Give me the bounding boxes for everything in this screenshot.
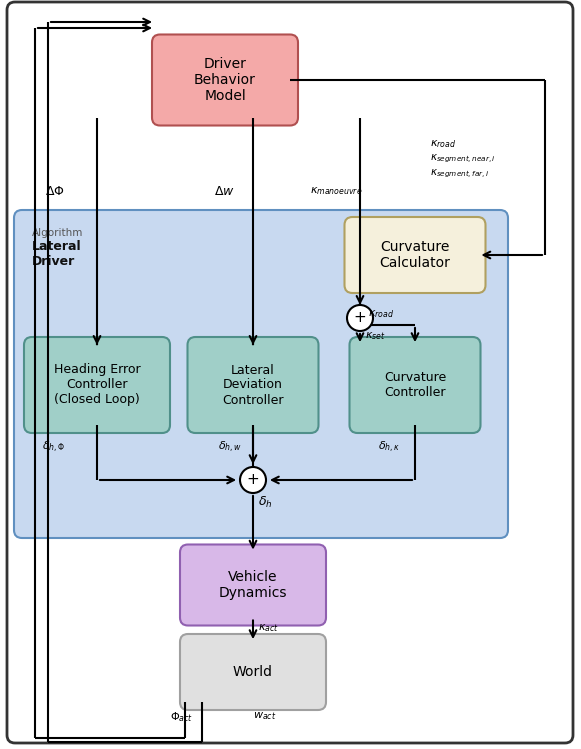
Text: $\kappa_{set}$: $\kappa_{set}$ [365, 330, 386, 342]
Text: $\kappa_{segment,near,i}$: $\kappa_{segment,near,i}$ [430, 153, 496, 166]
Text: Algorithm: Algorithm [32, 228, 84, 238]
Text: $\kappa_{segment,far,i}$: $\kappa_{segment,far,i}$ [430, 168, 489, 181]
Text: Curvature
Controller: Curvature Controller [384, 371, 446, 399]
Circle shape [347, 305, 373, 331]
Circle shape [240, 467, 266, 493]
Text: Curvature
Calculator: Curvature Calculator [379, 240, 450, 270]
Text: $\delta_h$: $\delta_h$ [258, 495, 272, 510]
Text: $\delta_{h,\kappa}$: $\delta_{h,\kappa}$ [378, 440, 400, 455]
FancyBboxPatch shape [180, 634, 326, 710]
Text: $\Delta w$: $\Delta w$ [214, 185, 235, 198]
Text: World: World [233, 665, 273, 679]
FancyBboxPatch shape [14, 210, 508, 538]
FancyBboxPatch shape [24, 337, 170, 433]
Text: $\delta_{h,\Phi}$: $\delta_{h,\Phi}$ [42, 440, 65, 455]
Text: $\kappa_{manoeuvre}$: $\kappa_{manoeuvre}$ [310, 185, 363, 197]
Text: Heading Error
Controller
(Closed Loop): Heading Error Controller (Closed Loop) [53, 363, 141, 407]
FancyBboxPatch shape [345, 217, 486, 293]
FancyBboxPatch shape [180, 545, 326, 625]
Text: Vehicle
Dynamics: Vehicle Dynamics [219, 570, 287, 600]
Text: Driver
Behavior
Model: Driver Behavior Model [194, 57, 256, 103]
Text: $\kappa_{road}$: $\kappa_{road}$ [430, 138, 456, 150]
FancyBboxPatch shape [152, 34, 298, 126]
Text: $\kappa_{act}$: $\kappa_{act}$ [258, 622, 279, 634]
Text: Lateral
Driver: Lateral Driver [32, 240, 81, 268]
Text: $\Delta\Phi$: $\Delta\Phi$ [45, 185, 64, 198]
Text: Lateral
Deviation
Controller: Lateral Deviation Controller [223, 363, 284, 407]
Text: +: + [246, 473, 259, 488]
Text: $w_{act}$: $w_{act}$ [253, 710, 277, 722]
Text: $\Phi_{act}$: $\Phi_{act}$ [170, 710, 193, 724]
Text: $\delta_{h,w}$: $\delta_{h,w}$ [218, 440, 242, 455]
Text: +: + [354, 311, 367, 326]
FancyBboxPatch shape [350, 337, 480, 433]
FancyBboxPatch shape [7, 2, 573, 743]
FancyBboxPatch shape [188, 337, 318, 433]
Text: $\kappa_{road}$: $\kappa_{road}$ [368, 308, 394, 320]
